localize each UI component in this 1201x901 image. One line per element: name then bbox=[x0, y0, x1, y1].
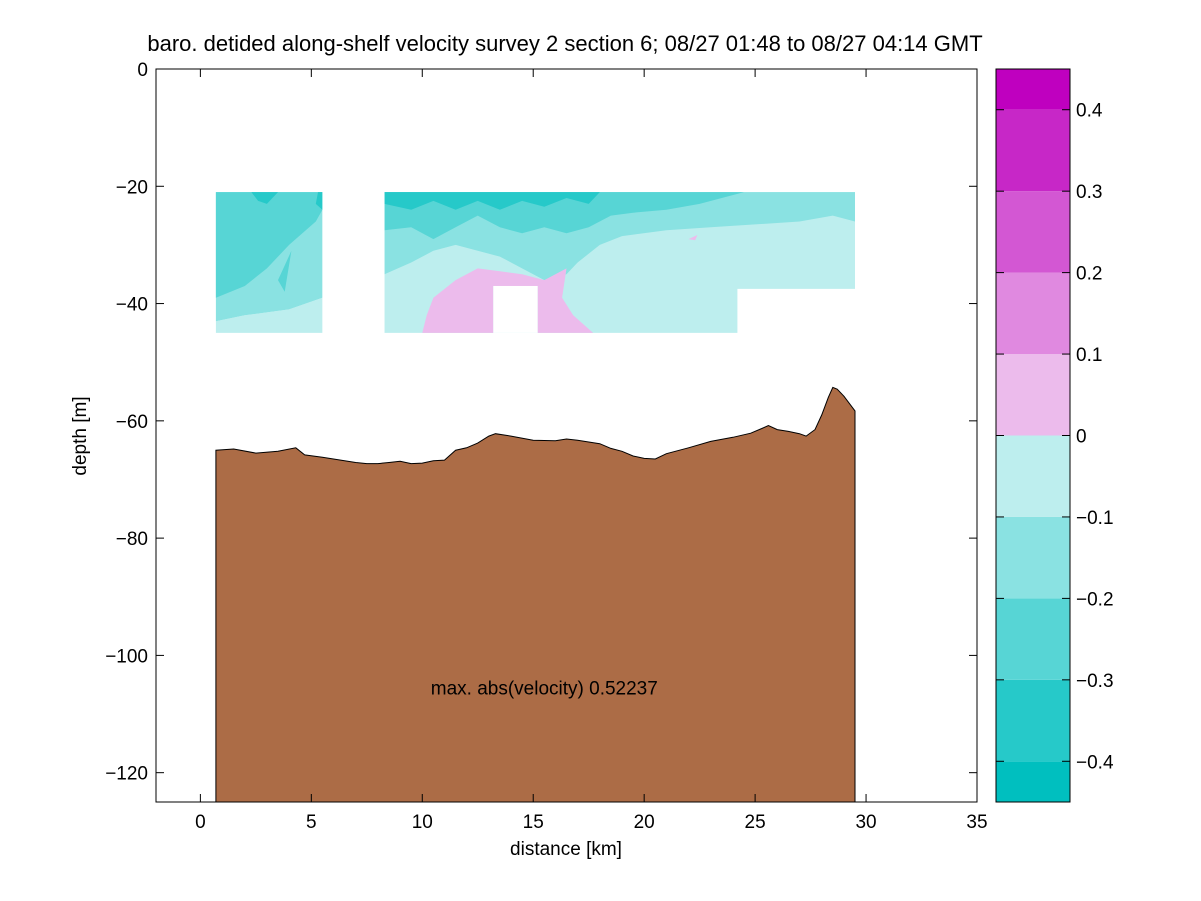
colorbar-level-9 bbox=[996, 69, 1070, 110]
x-tick-label-1: 5 bbox=[306, 812, 317, 833]
colorbar-level-4 bbox=[996, 435, 1070, 517]
y-tick-label-1: −20 bbox=[116, 177, 148, 198]
data-gap-0 bbox=[322, 186, 385, 339]
colorbar-tick-label-3: 0.1 bbox=[1076, 345, 1102, 366]
x-tick-label-3: 15 bbox=[523, 812, 544, 833]
x-tick-label-5: 25 bbox=[745, 812, 766, 833]
velocity-patch-11 bbox=[688, 235, 698, 241]
x-tick-label-0: 0 bbox=[195, 812, 206, 833]
bathymetry-layer bbox=[215, 386, 856, 803]
y-tick-label-4: −80 bbox=[116, 529, 148, 550]
data-gap-1 bbox=[493, 285, 538, 333]
colorbar-tick-label-4: 0 bbox=[1076, 427, 1087, 448]
colorbar-tick-label-5: −0.1 bbox=[1076, 508, 1114, 529]
x-axis-ticks: 0 5 10 15 20 25 30 35 bbox=[195, 69, 988, 833]
x-tick-label-4: 20 bbox=[634, 812, 655, 833]
colorbar-level-0 bbox=[996, 761, 1070, 802]
colorbar-level-1 bbox=[996, 679, 1070, 762]
velocity-patch-5 bbox=[278, 250, 292, 292]
max-velocity-annotation: max. abs(velocity) 0.52237 bbox=[431, 679, 658, 700]
y-tick-label-5: −100 bbox=[105, 646, 148, 667]
colorbar-level-5 bbox=[996, 354, 1070, 436]
colorbar: 0.4 0.3 0.2 0.1 0 −0.1 −0.2 −0.3 −0.4 bbox=[995, 68, 1114, 803]
colorbar-tick-label-2: 0.2 bbox=[1076, 264, 1102, 285]
colorbar-level-8 bbox=[996, 109, 1070, 192]
velocity-patch-4 bbox=[315, 192, 323, 210]
velocity-patch-3 bbox=[251, 192, 278, 204]
chart-title: baro. detided along-shelf velocity surve… bbox=[147, 31, 982, 56]
colorbar-level-6 bbox=[996, 272, 1070, 355]
colorbar-tick-label-0: 0.4 bbox=[1076, 101, 1103, 122]
y-axis-ticks: 0 −20 −40 −60 −80 −100 −120 bbox=[105, 60, 977, 785]
colorbar-tick-label-8: −0.4 bbox=[1076, 752, 1114, 773]
colorbar-tick-label-1: 0.3 bbox=[1076, 182, 1102, 203]
y-tick-label-2: −40 bbox=[116, 295, 148, 316]
velocity-patch-9 bbox=[384, 192, 600, 210]
plot-area: 0 5 10 15 20 25 30 35 0 −20 −40 −60 −80 −100 −120 max… bbox=[105, 60, 987, 833]
colorbar-tick-label-7: −0.3 bbox=[1076, 671, 1114, 692]
x-tick-label-6: 30 bbox=[855, 812, 876, 833]
velocity-patch-8 bbox=[384, 192, 744, 240]
velocity-patch-0 bbox=[215, 297, 323, 333]
colorbar-level-3 bbox=[996, 516, 1070, 599]
axes-frame bbox=[155, 68, 978, 803]
colorbar-tick-label-6: −0.2 bbox=[1076, 589, 1114, 610]
x-axis-label: distance [km] bbox=[510, 839, 622, 860]
x-tick-label-7: 35 bbox=[966, 812, 987, 833]
bathymetry-shape bbox=[215, 386, 856, 803]
y-tick-label-3: −60 bbox=[116, 412, 148, 433]
velocity-patch-2 bbox=[215, 192, 323, 298]
y-tick-label-0: 0 bbox=[137, 60, 148, 81]
y-axis-label: depth [m] bbox=[70, 396, 91, 475]
velocity-patch-10 bbox=[422, 268, 594, 333]
colorbar-level-2 bbox=[996, 598, 1070, 680]
x-tick-label-2: 10 bbox=[412, 812, 433, 833]
y-tick-label-6: −120 bbox=[105, 764, 148, 785]
data-gaps bbox=[322, 186, 538, 339]
colorbar-level-7 bbox=[996, 191, 1070, 273]
